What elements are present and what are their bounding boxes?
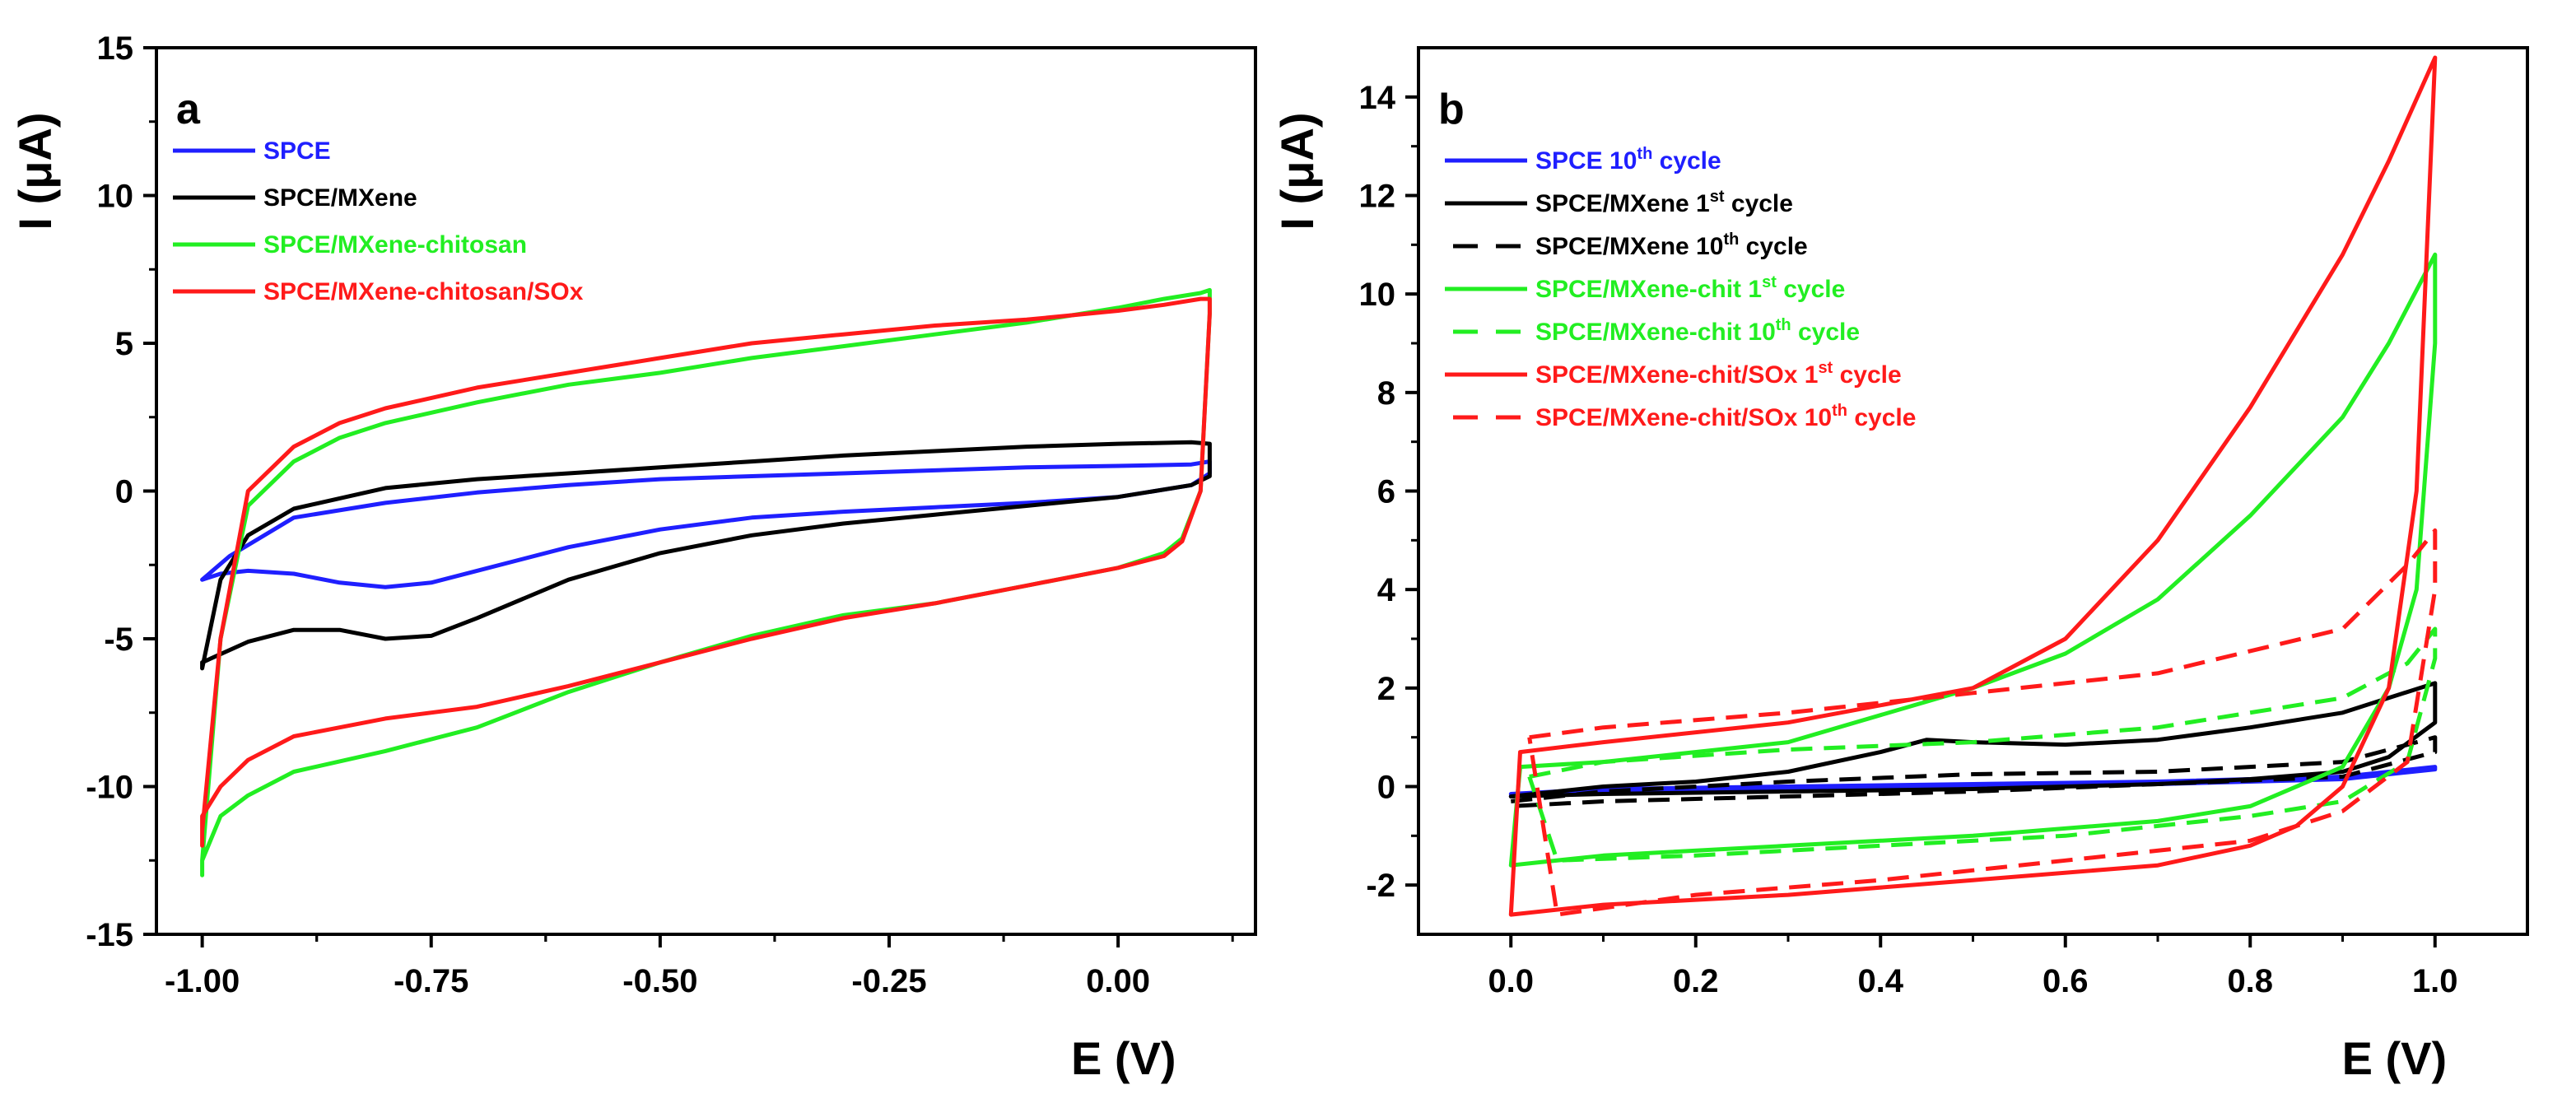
panel-a-legend-entry-spce-mxene-chitosan-sox: SPCE/MXene-chitosan/SOx	[263, 278, 584, 305]
panel-a-y-tick-label: -5	[104, 622, 133, 658]
panel-b-x-tick-label: 0.8	[2227, 963, 2273, 999]
panel-a-y-tick-label: -10	[86, 770, 133, 806]
panel-b-legend-entry-spce-mxene-chit-sox-10th-cycle: SPCE/MXene-chit/SOx 10th cycle	[1535, 402, 1916, 431]
panel-b-y-axis-title: I (μA)	[1271, 112, 1323, 230]
panel-a-plot-frame	[155, 46, 1257, 936]
panel-b-series-spce-mxene-chit-1st-cycle	[1508, 252, 2438, 868]
panel-a-legend-entry-spce: SPCE	[263, 137, 331, 165]
panel-a-y-tick-label: 10	[97, 179, 134, 215]
panel-a-series-spce-mxene-chitosan-sox	[200, 296, 1212, 848]
panel-a-y-axis-title: I (μA)	[9, 112, 61, 230]
panel-b-x-tick-label: 0.2	[1673, 963, 1719, 999]
panel-a-x-axis-title: E (V)	[1071, 1032, 1176, 1084]
panel-a-chart: -1.00 -0.75 -0.50 -0.25 0.00 -15 -10 -5 0 5 10 15 E …	[9, 30, 1257, 1084]
panel-b-legend-entry-spce-mxene-chit-1st-cycle: SPCE/MXene-chit 1st cycle	[1535, 273, 1845, 303]
panel-b-series-spce-mxene-chit-10th-cycle	[1527, 626, 2438, 863]
panel-b-y-tick-label: 14	[1359, 80, 1396, 116]
panel-a-y-tick-label: 15	[97, 30, 134, 67]
panel-a-y-tick-label: 0	[115, 474, 133, 510]
panel-b-legend-entry-spce-mxene-1st-cycle: SPCE/MXene 1st cycle	[1535, 188, 1793, 217]
panel-b-y-tick-label: 8	[1377, 375, 1395, 412]
panel-a-x-tick-label: -0.50	[622, 963, 697, 999]
panel-b-x-tick-label: 1.0	[2412, 963, 2458, 999]
panel-b-legend-entry-spce-mxene-chit-10th-cycle: SPCE/MXene-chit 10th cycle	[1535, 316, 1860, 346]
panel-b-series-spce-mxene-10th-cycle	[1511, 735, 2438, 808]
panel-a-series-spce	[200, 459, 1212, 589]
panel-b-y-tick-label: 12	[1359, 179, 1396, 215]
panel-b-series-spce-mxene-chit-sox-1st-cycle	[1508, 55, 2438, 917]
panel-b-legend-entry-spce-mxene-10th-cycle: SPCE/MXene 10th cycle	[1535, 230, 1808, 260]
panel-a-x-tick-label: -0.75	[394, 963, 468, 999]
panel-b-legend-entry-spce-10th-cycle: SPCE 10th cycle	[1535, 145, 1721, 175]
panel-b-panel-label: b	[1438, 86, 1465, 133]
panel-b-y-tick-label: 6	[1377, 474, 1395, 510]
panel-b-x-axis-title: E (V)	[2342, 1032, 2448, 1084]
panel-b-y-tick-label: 0	[1377, 770, 1395, 806]
panel-a-panel-label: a	[176, 86, 201, 133]
panel-a-x-tick-label: -0.25	[851, 963, 926, 999]
panel-a-legend-entry-spce-mxene-chitosan: SPCE/MXene-chitosan	[263, 231, 527, 258]
panel-b-y-tick-label: 4	[1377, 572, 1396, 608]
panel-a-y-tick-label: 5	[115, 326, 133, 362]
panel-a-x-tick-label: 0.00	[1086, 963, 1150, 999]
panel-b-x-tick-label: 0.4	[1857, 963, 1903, 999]
panel-b-series-spce-mxene-1st-cycle	[1508, 681, 2438, 798]
panel-b-series-spce-10th-cycle	[1508, 765, 2438, 798]
panel-a-legend-entry-spce-mxene: SPCE/MXene	[263, 184, 417, 212]
panel-b-x-tick-label: 0.6	[2043, 963, 2089, 999]
panel-b-legend-entry-spce-mxene-chit-sox-1st-cycle: SPCE/MXene-chit/SOx 1st cycle	[1535, 359, 1902, 389]
panel-a-x-tick-label: -1.00	[165, 963, 240, 999]
panel-b-y-tick-label: -2	[1366, 868, 1395, 904]
panel-b-y-tick-label: 10	[1359, 277, 1396, 313]
panel-b-x-tick-label: 0.0	[1488, 963, 1534, 999]
panel-b-chart: 0.0 0.2 0.4 0.6 0.8 1.0 -2 0 2 4 6 8 10 12 14 E (V) I (μ…	[1271, 46, 2529, 1084]
panel-b-y-tick-label: 2	[1377, 671, 1395, 707]
panel-a-y-tick-label: -15	[86, 917, 133, 953]
